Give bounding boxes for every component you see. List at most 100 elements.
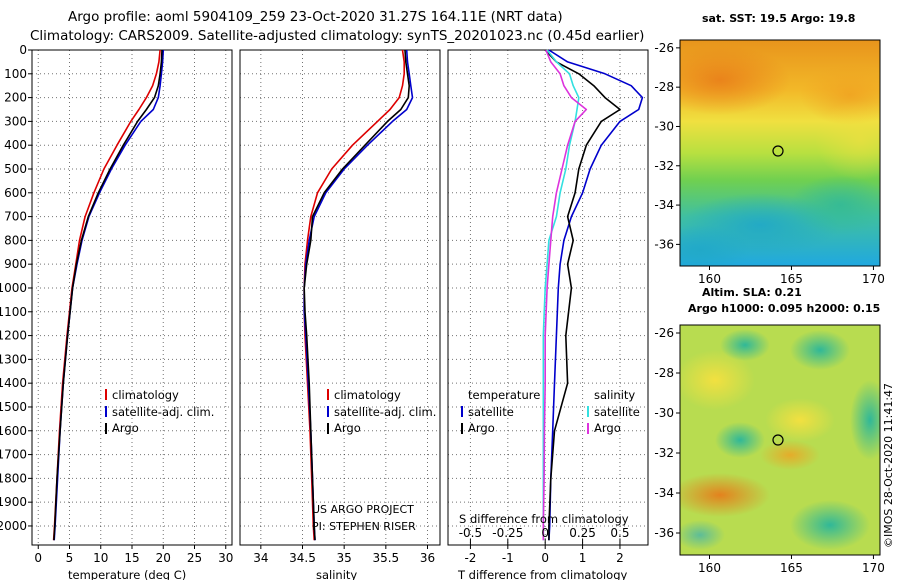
sla-low-patch [680, 520, 725, 550]
depth-tick-label: 1400 [0, 376, 27, 390]
salinity-axes-frame [239, 49, 441, 546]
credit-project: US ARGO PROJECT [312, 503, 414, 516]
difference-xlabel: T difference from climatology [457, 568, 628, 580]
s-tick-label: 0.5 [610, 526, 629, 540]
figure-title-line2: Climatology: CARS2009. Satellite-adjuste… [30, 28, 644, 44]
x-tick-label: 35.5 [372, 551, 399, 565]
series-t-satellite [548, 49, 644, 541]
x-tick-label: 35 [337, 551, 352, 565]
sla-high-patch [760, 440, 820, 470]
sla-low-patch [850, 380, 880, 460]
s-tick-label: -0.5 [459, 526, 482, 540]
x-tick-label: 0 [34, 551, 42, 565]
salinity-legend: climatology satellite-adj. clim. Argo [327, 388, 436, 435]
map-lon-label: 170 [862, 272, 885, 286]
legend-climatology-label: climatology [112, 388, 179, 402]
depth-tick-label: 1100 [0, 305, 27, 319]
depth-tick-label: 1900 [0, 495, 27, 509]
s-difference-ticks: -0.5 -0.25 0 0.25 0.5 [459, 526, 630, 545]
depth-tick-label: 1200 [0, 329, 27, 343]
series-t-argo [544, 49, 621, 541]
temperature-legend: climatology satellite-adj. clim. Argo [105, 388, 214, 435]
sla-map-frame [679, 324, 881, 556]
x-tick-label: 34 [253, 551, 268, 565]
x-tick-label: -2 [464, 551, 476, 565]
sst-green-patch [815, 100, 880, 180]
sst-warm-patch [680, 45, 790, 115]
imos-watermark: ©IMOS 28-Oct-2020 11:41:47 [882, 383, 895, 548]
sst-cool-patch [680, 225, 750, 266]
sla-yellow-patch [680, 350, 755, 410]
depth-tick-label: 600 [4, 186, 27, 200]
sla-low-patch [720, 329, 770, 361]
x-tick-label: 0 [541, 551, 549, 565]
difference-legend: temperature satellite Argo salinity sate… [461, 388, 640, 435]
sst-teal-patch [790, 175, 880, 235]
legend-satellite-label: satellite-adj. clim. [112, 405, 214, 419]
map-lon-label: 160 [698, 561, 721, 575]
sla-map-title-line2: Argo h1000: 0.095 h2000: 0.15 [688, 302, 880, 315]
sla-argo-marker [772, 434, 784, 446]
map-lat-label: -30 [654, 119, 674, 133]
x-tick-label: 2 [616, 551, 624, 565]
map-lon-label: 170 [862, 561, 885, 575]
map-lat-label: -26 [654, 41, 674, 55]
depth-tick-label: 900 [4, 257, 27, 271]
x-tick-label: 1 [579, 551, 587, 565]
map-lat-label: -32 [654, 446, 674, 460]
depth-tick-label: 1600 [0, 424, 27, 438]
series-argo [303, 49, 411, 541]
s-tick-label: -0.25 [492, 526, 523, 540]
temperature-panel: 0100200300400500600700800900100011001200… [0, 43, 233, 580]
series-s-satellite [542, 49, 580, 541]
depth-tick-label: 0 [19, 43, 27, 57]
depth-tick-label: 1300 [0, 352, 27, 366]
temperature-xlabel: temperature (deg C) [68, 568, 186, 580]
legend-s-argo-label: Argo [594, 421, 621, 435]
salinity-panel: 34 34.5 35 35.5 36 salinity climatology sate… [239, 49, 441, 580]
series-argo [53, 49, 163, 541]
depth-tick-label: 500 [4, 162, 27, 176]
x-tick-label: 36 [420, 551, 435, 565]
sla-high-patch [680, 473, 770, 517]
sla-map: Altim. SLA: 0.21 Argo h1000: 0.095 h2000… [654, 286, 885, 575]
sla-yellow-patch [765, 398, 835, 442]
map-lat-label: -26 [654, 326, 674, 340]
sst-map: sat. SST: 19.5 Argo: 19.8 -26 -28 -30 -32 -3… [654, 12, 885, 286]
x-tick-label: 34.5 [289, 551, 316, 565]
depth-tick-label: 700 [4, 210, 27, 224]
x-tick-label: 5 [66, 551, 74, 565]
s-tick-label: 0 [541, 526, 549, 540]
legend-s-satellite-label: satellite [594, 405, 640, 419]
map-lat-label: -34 [654, 198, 674, 212]
depth-tick-label: 1700 [0, 448, 27, 462]
depth-tick-label: 400 [4, 138, 27, 152]
difference-s-xlabel: S difference from climatology [459, 512, 629, 526]
x-tick-label: -1 [502, 551, 514, 565]
legend-argo-label: Argo [334, 421, 361, 435]
map-lon-label: 160 [698, 272, 721, 286]
map-lat-label: -28 [654, 80, 674, 94]
depth-tick-label: 800 [4, 233, 27, 247]
x-tick-label: 15 [124, 551, 139, 565]
depth-tick-label: 300 [4, 114, 27, 128]
map-lon-label: 165 [780, 272, 803, 286]
legend-salinity-title: salinity [594, 388, 635, 402]
map-lat-label: -34 [654, 486, 674, 500]
sla-map-title-line1: Altim. SLA: 0.21 [702, 286, 802, 299]
legend-satellite-label: satellite-adj. clim. [334, 405, 436, 419]
credit-pi: PI: STEPHEN RISER [312, 520, 416, 533]
salinity-xlabel: salinity [316, 568, 357, 580]
series-s-argo [542, 49, 588, 541]
depth-tick-label: 1000 [0, 281, 27, 295]
map-lon-label: 165 [780, 561, 803, 575]
x-tick-label: 20 [156, 551, 171, 565]
sla-low-patch [790, 500, 870, 550]
legend-t-argo-label: Argo [468, 421, 495, 435]
map-lat-label: -30 [654, 406, 674, 420]
legend-temperature-title: temperature [468, 388, 540, 402]
figure-title-line1: Argo profile: aoml 5904109_259 23-Oct-20… [68, 9, 563, 25]
series-satellite-adj-clim- [303, 49, 414, 541]
legend-climatology-label: climatology [334, 388, 401, 402]
